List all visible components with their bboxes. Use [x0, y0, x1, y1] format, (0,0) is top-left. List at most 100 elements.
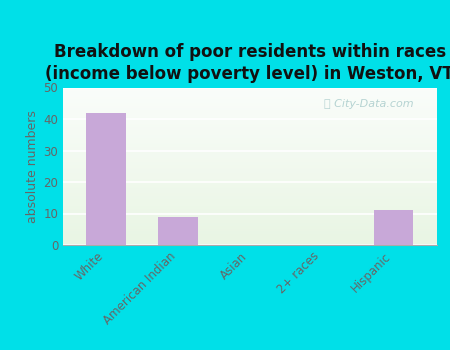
Bar — [63, 195, 436, 196]
Bar — [63, 169, 436, 171]
Bar — [63, 130, 436, 132]
Text: ⓘ City-Data.com: ⓘ City-Data.com — [324, 99, 414, 108]
Bar — [63, 128, 436, 130]
Bar — [63, 94, 436, 95]
Bar — [63, 202, 436, 204]
Bar — [63, 122, 436, 124]
Bar — [63, 120, 436, 122]
Bar — [63, 116, 436, 118]
Bar — [63, 185, 436, 187]
Bar — [63, 228, 436, 229]
Bar — [63, 232, 436, 234]
Bar — [63, 240, 436, 242]
Bar — [63, 146, 436, 147]
Bar — [63, 132, 436, 133]
Bar — [63, 136, 436, 138]
Bar — [63, 92, 436, 94]
Bar — [63, 100, 436, 102]
Bar — [63, 135, 436, 136]
Bar — [63, 89, 436, 91]
Bar — [63, 106, 436, 108]
Bar — [63, 133, 436, 135]
Bar — [63, 114, 436, 116]
Bar — [63, 141, 436, 143]
Bar — [63, 234, 436, 236]
Bar — [63, 215, 436, 217]
Bar — [63, 222, 436, 223]
Bar — [63, 99, 436, 100]
Bar — [63, 168, 436, 169]
Bar — [63, 181, 436, 182]
Bar — [63, 149, 436, 150]
Bar — [63, 163, 436, 165]
Bar — [63, 173, 436, 174]
Bar — [63, 191, 436, 193]
Bar — [63, 225, 436, 226]
Bar — [63, 218, 436, 220]
Bar — [63, 158, 436, 160]
Bar — [63, 177, 436, 179]
Bar — [63, 242, 436, 244]
Bar — [63, 124, 436, 125]
Bar — [63, 111, 436, 113]
Bar — [63, 174, 436, 176]
Bar — [63, 171, 436, 173]
Bar — [63, 152, 436, 154]
Bar — [63, 212, 436, 214]
Bar — [63, 201, 436, 202]
Bar — [63, 144, 436, 146]
Bar — [63, 237, 436, 239]
Bar — [63, 236, 436, 237]
Bar — [63, 229, 436, 231]
Bar — [63, 199, 436, 201]
Bar — [63, 125, 436, 127]
Bar — [63, 118, 436, 119]
Bar — [63, 204, 436, 206]
Bar — [63, 190, 436, 191]
Bar — [63, 160, 436, 162]
Bar — [63, 155, 436, 157]
Bar — [63, 196, 436, 198]
Bar — [63, 217, 436, 218]
Bar — [63, 210, 436, 212]
Bar — [63, 165, 436, 166]
Title: Breakdown of poor residents within races
(income below poverty level) in Weston,: Breakdown of poor residents within races… — [45, 43, 450, 83]
Bar — [63, 113, 436, 114]
Bar — [86, 113, 126, 245]
Bar — [63, 105, 436, 106]
Y-axis label: absolute numbers: absolute numbers — [26, 110, 39, 223]
Bar — [63, 91, 436, 92]
Bar — [63, 150, 436, 152]
Bar — [63, 220, 436, 222]
Bar — [63, 223, 436, 225]
Bar — [63, 97, 436, 99]
Bar — [63, 96, 436, 97]
Bar — [63, 119, 436, 120]
Bar — [374, 210, 413, 245]
Bar — [63, 110, 436, 111]
Bar — [63, 88, 436, 89]
Bar — [63, 154, 436, 155]
Bar — [63, 147, 436, 149]
Bar — [63, 209, 436, 210]
Bar — [63, 187, 436, 188]
Bar — [63, 188, 436, 190]
Bar — [63, 198, 436, 199]
Bar — [63, 143, 436, 144]
Bar — [63, 127, 436, 128]
Bar — [63, 166, 436, 168]
Bar — [63, 231, 436, 232]
Bar — [63, 102, 436, 103]
Bar — [63, 207, 436, 209]
Bar — [63, 239, 436, 240]
Bar — [63, 176, 436, 177]
Bar — [63, 226, 436, 228]
Bar — [63, 214, 436, 215]
Bar — [63, 108, 436, 110]
Bar — [63, 138, 436, 140]
Bar — [63, 103, 436, 105]
Bar — [63, 179, 436, 181]
Bar — [158, 217, 198, 245]
Bar — [63, 162, 436, 163]
Bar — [63, 206, 436, 207]
